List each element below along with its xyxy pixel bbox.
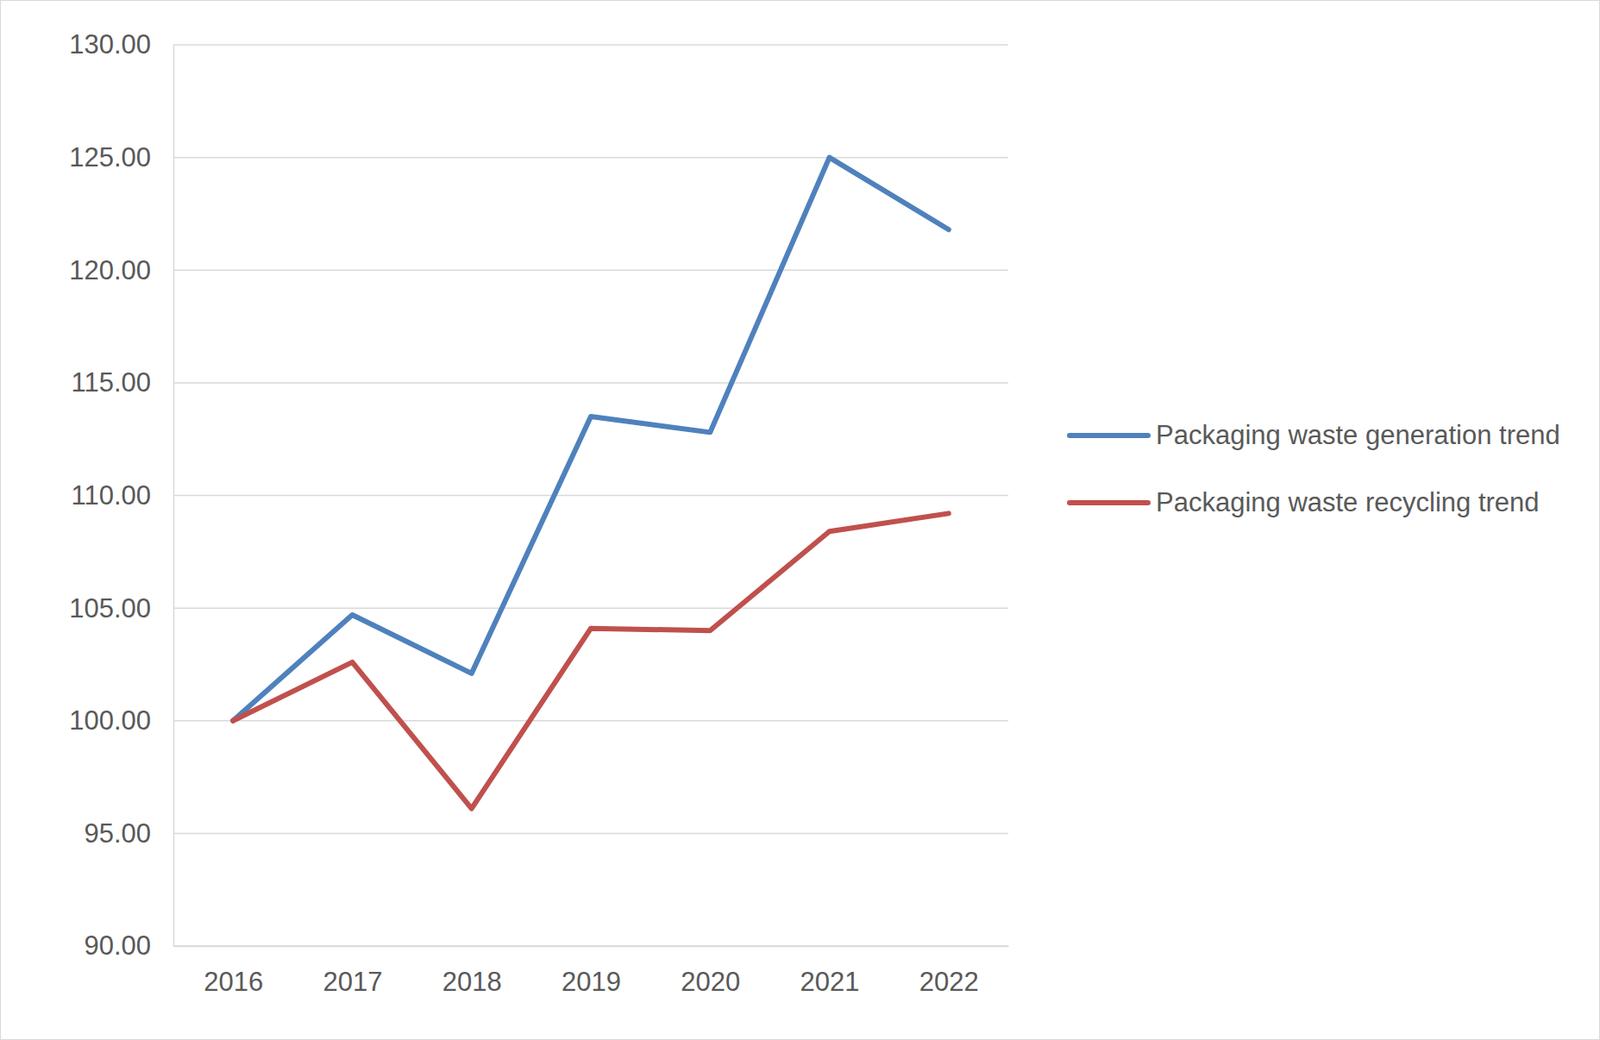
grid-line bbox=[173, 720, 1009, 722]
x-tick-label: 2017 bbox=[322, 966, 383, 998]
legend: Packaging waste generation trend Packagin… bbox=[1069, 420, 1561, 518]
legend-swatch bbox=[1069, 432, 1149, 439]
chart: 90.00 95.00 100.00 105.00 110.00 115.00 120.00… bbox=[0, 0, 1600, 1040]
y-tick: 95.00 bbox=[83, 818, 174, 849]
y-axis: 90.00 95.00 100.00 105.00 110.00 115.00 120.00… bbox=[69, 29, 174, 961]
x-tick-label: 2016 bbox=[203, 966, 264, 998]
legend-entry: Packaging waste recycling trend bbox=[1069, 487, 1540, 518]
legend-label: Packaging waste generation trend bbox=[1155, 420, 1561, 451]
x-tick: 2018 bbox=[442, 946, 502, 998]
x-axis-line bbox=[174, 946, 1010, 948]
x-tick-label: 2018 bbox=[442, 966, 502, 998]
grid-line bbox=[173, 269, 1009, 272]
y-tick-label: 90.00 bbox=[83, 930, 151, 961]
y-tick: 90.00 bbox=[83, 930, 174, 961]
legend-label-line: Packaging waste generation trend bbox=[1155, 420, 1561, 451]
y-tick: 100.00 bbox=[69, 705, 174, 736]
legend-swatch bbox=[1069, 500, 1149, 506]
x-tick: 2016 bbox=[203, 946, 264, 998]
y-tick-label: 120.00 bbox=[69, 255, 151, 286]
grid-line bbox=[173, 833, 1009, 835]
y-tick: 130.00 bbox=[69, 29, 174, 60]
y-tick-label: 100.00 bbox=[69, 705, 151, 736]
y-tick-label: 95.00 bbox=[83, 818, 151, 849]
x-tick: 2019 bbox=[561, 946, 622, 998]
grid bbox=[173, 44, 1009, 947]
legend-label: Packaging waste recycling trend bbox=[1155, 487, 1540, 518]
x-axis: 2016 2017 2018 2019 2020 2021 2022 bbox=[174, 946, 1010, 998]
x-tick: 2017 bbox=[322, 946, 383, 998]
x-tick: 2021 bbox=[800, 946, 860, 998]
y-tick-label: 130.00 bbox=[69, 29, 151, 60]
series-line bbox=[232, 513, 949, 809]
grid-line bbox=[173, 945, 1009, 948]
y-tick: 125.00 bbox=[69, 142, 174, 173]
x-tick-label: 2022 bbox=[919, 966, 979, 998]
x-tick-label: 2020 bbox=[680, 966, 741, 998]
legend-entry: Packaging waste generation trend bbox=[1069, 420, 1561, 451]
y-tick-label: 115.00 bbox=[70, 367, 151, 398]
y-tick: 120.00 bbox=[69, 255, 174, 286]
grid-line bbox=[173, 607, 1009, 609]
y-tick: 115.00 bbox=[70, 367, 174, 398]
y-tick-label: 105.00 bbox=[69, 593, 151, 624]
x-tick: 2020 bbox=[680, 946, 741, 998]
y-axis-line bbox=[173, 45, 176, 948]
series-line bbox=[232, 157, 949, 722]
y-tick-label: 125.00 bbox=[69, 142, 151, 173]
grid-line bbox=[173, 156, 1009, 159]
series-lines bbox=[232, 157, 949, 810]
grid-line bbox=[173, 43, 1009, 46]
grid-line bbox=[173, 495, 1009, 497]
y-tick: 105.00 bbox=[69, 593, 174, 624]
legend-label-line: Packaging waste recycling trend bbox=[1155, 487, 1540, 518]
x-tick-label: 2019 bbox=[561, 966, 622, 998]
y-tick-label: 110.00 bbox=[70, 480, 151, 511]
x-tick: 2022 bbox=[919, 946, 979, 998]
grid-line bbox=[173, 382, 1009, 384]
y-tick: 110.00 bbox=[70, 480, 174, 511]
chart-frame bbox=[0, 0, 1600, 1040]
x-tick-label: 2021 bbox=[800, 966, 860, 998]
